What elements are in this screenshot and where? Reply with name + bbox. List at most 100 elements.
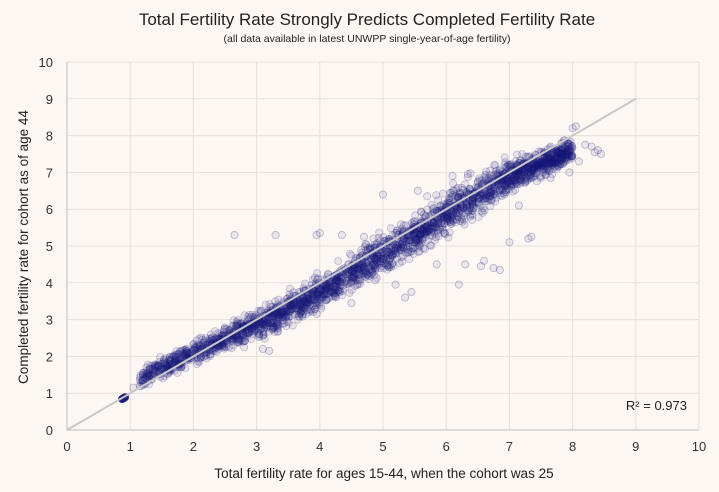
x-tick-label: 5 — [379, 439, 386, 454]
data-point — [428, 225, 437, 234]
data-point — [317, 291, 326, 300]
data-point — [548, 159, 557, 168]
data-point — [432, 260, 441, 269]
data-point — [173, 368, 182, 377]
data-point — [452, 215, 461, 224]
data-point — [517, 176, 526, 185]
data-point — [443, 213, 452, 222]
data-point — [507, 172, 516, 181]
data-point — [432, 191, 441, 200]
data-point — [244, 328, 253, 337]
data-point — [320, 292, 329, 301]
data-point — [460, 215, 469, 224]
data-point — [505, 177, 514, 186]
data-point — [487, 189, 496, 198]
data-point — [286, 307, 295, 316]
data-point — [391, 280, 400, 289]
x-tick-label: 8 — [569, 439, 576, 454]
data-point — [178, 351, 187, 360]
data-point — [416, 207, 425, 216]
data-point — [138, 370, 147, 379]
data-point — [358, 267, 367, 276]
data-point — [369, 263, 378, 272]
data-point — [286, 311, 295, 320]
data-point — [562, 153, 571, 162]
data-point — [536, 174, 545, 183]
data-point — [244, 327, 253, 336]
data-point — [382, 245, 391, 254]
data-point — [197, 333, 206, 342]
data-point — [233, 319, 242, 328]
data-point — [271, 318, 280, 327]
data-point — [527, 164, 536, 173]
y-tick-label: 0 — [46, 423, 53, 438]
data-point — [350, 269, 359, 278]
data-point — [259, 327, 268, 336]
data-point — [415, 232, 424, 241]
data-point — [560, 148, 569, 157]
data-point — [138, 376, 147, 385]
data-point — [302, 297, 311, 306]
data-point — [554, 148, 563, 157]
data-point — [313, 268, 322, 277]
data-point — [491, 197, 500, 206]
data-point — [474, 194, 483, 203]
data-point — [476, 201, 485, 210]
data-point — [416, 229, 425, 238]
data-point — [557, 149, 566, 158]
data-point — [486, 174, 495, 183]
data-point — [274, 308, 283, 317]
data-point — [344, 278, 353, 287]
data-point — [463, 169, 472, 178]
data-point — [299, 299, 308, 308]
x-tick-label: 4 — [316, 439, 323, 454]
data-point — [543, 166, 552, 175]
data-point — [329, 288, 338, 297]
data-point — [280, 308, 289, 317]
data-point — [303, 291, 312, 300]
data-point — [419, 234, 428, 243]
data-point — [427, 218, 436, 227]
data-point — [536, 172, 545, 181]
data-point — [353, 265, 362, 274]
data-point — [388, 250, 397, 259]
data-point — [415, 235, 424, 244]
data-point — [319, 289, 328, 298]
data-point — [387, 247, 396, 256]
data-point — [308, 301, 317, 310]
data-point — [516, 156, 525, 165]
data-point — [501, 179, 510, 188]
data-point — [354, 275, 363, 284]
data-point — [332, 276, 341, 285]
data-point — [517, 169, 526, 178]
data-point — [560, 154, 569, 163]
data-point — [517, 177, 526, 186]
data-point — [149, 369, 158, 378]
data-point — [508, 174, 517, 183]
data-point — [153, 360, 162, 369]
data-point — [475, 191, 484, 200]
data-point — [156, 353, 165, 362]
data-point — [554, 156, 563, 165]
data-point — [419, 229, 428, 238]
data-point — [561, 147, 570, 156]
data-point — [424, 225, 433, 234]
data-point — [321, 290, 330, 299]
data-point — [234, 338, 243, 347]
data-point — [501, 188, 510, 197]
data-point — [379, 254, 388, 263]
data-point — [434, 215, 443, 224]
data-point — [259, 320, 268, 329]
data-point — [489, 189, 498, 198]
data-point — [277, 313, 286, 322]
data-point — [444, 209, 453, 218]
data-point — [412, 234, 421, 243]
data-point — [474, 197, 483, 206]
data-point — [466, 184, 475, 193]
data-point — [364, 257, 373, 266]
data-point — [422, 223, 431, 232]
data-point — [493, 188, 502, 197]
data-point — [490, 161, 499, 170]
data-point — [448, 211, 457, 220]
data-point — [448, 213, 457, 222]
